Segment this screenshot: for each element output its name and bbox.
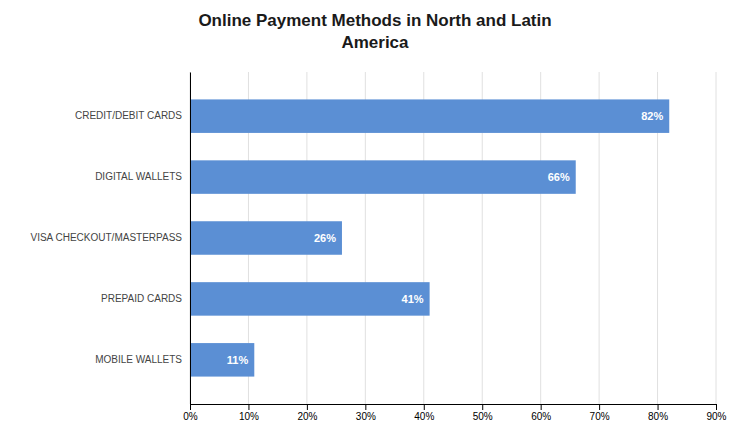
category-label: CREDIT/DEBIT CARDS — [75, 110, 182, 121]
bar — [190, 99, 669, 133]
x-tick: 0% — [183, 404, 198, 422]
x-tick: 70% — [590, 404, 610, 422]
x-tick: 30% — [356, 404, 376, 422]
x-tick-label: 90% — [706, 411, 726, 422]
bars — [190, 99, 669, 376]
category-label: VISA CHECKOUT/MASTERPASS — [30, 232, 182, 243]
x-tick: 40% — [414, 404, 434, 422]
x-tick: 60% — [531, 404, 551, 422]
x-tick-mark — [599, 404, 600, 410]
plot: 0% 10% 20% 30% 40% 50% 60% 70% 80% 90% CREDIT/DEBI… — [30, 72, 726, 422]
data-labels: 82% 66% 26% 41% 11% — [227, 110, 664, 366]
x-tick: 50% — [473, 404, 493, 422]
data-label: 11% — [227, 354, 249, 366]
data-label: 66% — [548, 171, 570, 183]
category-label: DIGITAL WALLETS — [95, 171, 182, 182]
x-tick-label: 10% — [239, 411, 259, 422]
x-tick-label: 70% — [590, 411, 610, 422]
y-tick: DIGITAL WALLETS — [95, 171, 190, 182]
category-label: PREPAID CARDS — [101, 293, 182, 304]
bar — [190, 160, 576, 194]
x-tick-mark — [424, 404, 425, 410]
x-tick-mark — [541, 404, 542, 410]
data-label: 82% — [641, 110, 663, 122]
data-label: 41% — [402, 293, 424, 305]
y-axis-line — [190, 73, 191, 405]
chart: Online Payment Methods in North and Lati… — [0, 0, 750, 438]
title-line: America — [341, 33, 409, 52]
grid-line — [716, 72, 717, 404]
category-label: MOBILE WALLETS — [95, 354, 182, 365]
x-axis: 0% 10% 20% 30% 40% 50% 60% 70% 80% 90% — [183, 404, 726, 422]
x-tick-mark — [658, 404, 659, 410]
x-tick-label: 60% — [531, 411, 551, 422]
y-tick: PREPAID CARDS — [101, 293, 190, 304]
x-tick: 80% — [648, 404, 668, 422]
y-tick: MOBILE WALLETS — [95, 354, 190, 365]
x-tick-label: 0% — [183, 411, 198, 422]
x-tick-label: 50% — [473, 411, 493, 422]
bar — [190, 282, 430, 316]
x-tick-label: 80% — [648, 411, 668, 422]
bar — [190, 221, 342, 255]
y-tick: VISA CHECKOUT/MASTERPASS — [30, 232, 190, 243]
y-axis: CREDIT/DEBIT CARDS DIGITAL WALLETS VISA CH… — [30, 73, 190, 405]
x-tick-mark — [482, 404, 483, 410]
x-tick: 90% — [706, 404, 726, 422]
x-tick-label: 20% — [297, 411, 317, 422]
x-axis-line — [191, 405, 717, 411]
x-tick-mark — [248, 404, 249, 410]
x-tick-mark — [716, 404, 717, 410]
bar — [190, 343, 254, 377]
y-tick: CREDIT/DEBIT CARDS — [75, 110, 190, 121]
title: Online Payment Methods in North and Lati… — [198, 11, 551, 52]
x-tick-label: 40% — [414, 411, 434, 422]
data-label: 26% — [314, 232, 336, 244]
grid — [190, 72, 716, 404]
x-tick-label: 30% — [356, 411, 376, 422]
grid-line — [190, 72, 191, 404]
x-tick-mark — [190, 404, 191, 410]
x-tick-mark — [365, 404, 366, 410]
title-line: Online Payment Methods in North and Lati… — [198, 11, 551, 30]
x-tick: 20% — [297, 404, 317, 422]
x-tick-mark — [307, 404, 308, 410]
x-tick: 10% — [239, 404, 259, 422]
